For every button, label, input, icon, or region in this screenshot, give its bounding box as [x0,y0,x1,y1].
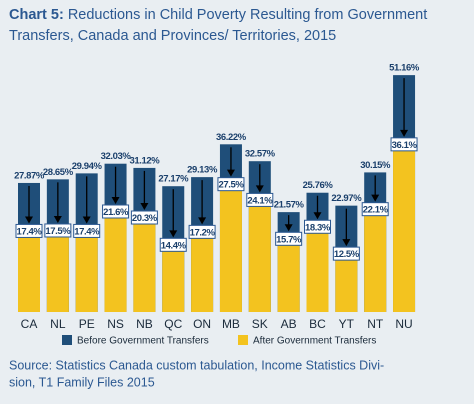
after-label: 17.4% [17,226,43,237]
before-label: 22.97% [331,193,362,204]
after-label: 15.7% [276,234,302,245]
arrow-head [371,194,380,202]
after-label: 36.1% [392,140,418,151]
arrow-head [284,224,293,232]
after-label: 17.4% [74,226,100,237]
x-tick-label: NU [395,317,412,331]
legend-swatch [62,335,72,345]
after-label-box [188,224,216,239]
legend-swatch [238,335,248,345]
x-tick-label: NL [50,317,66,331]
bar-after [364,209,387,312]
legend-label: After Government Transfers [253,336,376,347]
after-label: 22.1% [363,205,389,216]
before-label: 30.15% [360,160,391,171]
bar-after [133,218,156,312]
after-label: 14.4% [161,240,187,251]
arrow-head [226,169,235,177]
bar-after [191,232,214,312]
before-label: 21.57% [274,200,305,211]
arrow-head [25,216,33,224]
after-label: 12.5% [334,249,360,260]
after-label: 17.2% [190,227,216,238]
before-label: 27.17% [158,174,189,185]
arrow-head [255,185,264,193]
after-label-box [246,192,274,207]
after-label-box [217,177,245,192]
arrow-head [313,212,322,220]
bar-after [162,245,185,312]
x-tick-label: MB [222,317,240,331]
after-label: 17.5% [45,226,71,237]
after-label: 18.3% [305,222,331,233]
after-label-box [361,202,389,217]
before-label: 29.94% [72,161,103,172]
after-label-box [102,204,130,219]
bar-after [248,200,271,312]
bar-after [277,239,300,312]
arrow-head [53,215,62,223]
before-label: 27.87% [14,170,45,181]
x-tick-label: CA [21,317,38,331]
before-label: 36.22% [216,132,247,143]
arrow-head [342,239,351,247]
before-label: 29.13% [187,165,218,176]
bar-after [18,231,40,312]
x-tick-label: YT [339,317,355,331]
after-label-box [73,223,101,238]
after-label-box [275,231,303,246]
x-tick-label: NB [136,317,153,331]
bar-after [306,227,329,312]
after-label-box [130,210,158,225]
x-tick-label: ON [193,317,211,331]
plot: 27.87% 17.4% CA 28.65% 17.5% NL 29.94% 17.4% PE 3… [14,63,420,332]
source-line: sion, T1 Family Files 2015 [9,375,155,389]
title-line: Reductions in Child Poverty Resulting fr… [68,7,427,23]
x-tick-label: SK [252,317,268,331]
after-label-box [304,219,331,234]
before-label: 32.03% [101,151,132,162]
before-label: 32.57% [245,149,276,160]
arrow-head [111,196,120,204]
x-tick-label: BC [309,317,326,331]
after-label-box [44,223,72,238]
after-label-box [390,137,418,152]
x-tick-label: QC [164,317,182,331]
title-line: Transfers, Canada and Provinces/ Territo… [9,28,336,44]
x-tick-label: NS [107,317,124,331]
legend-label: Before Government Transfers [77,336,209,347]
title-prefix: Chart 5: [9,7,64,23]
x-tick-label: NT [367,317,384,331]
bar-after [104,211,127,312]
x-tick-label: PE [79,317,95,331]
bar-after [46,230,69,312]
after-label: 27.5% [218,180,244,191]
bar-after [219,184,242,312]
bar-after [75,231,98,312]
after-label: 20.3% [132,213,158,224]
bar-after [335,254,358,312]
before-label: 28.65% [43,167,74,178]
arrow-head [140,203,149,211]
after-label: 21.6% [103,207,129,218]
arrow-head [198,217,207,225]
arrow-head [82,216,91,224]
x-tick-label: AB [281,317,297,331]
after-label: 24.1% [247,195,273,206]
after-label-box [15,223,43,238]
before-label: 25.76% [303,180,334,191]
arrow-head [400,129,409,137]
before-label: 51.16% [389,63,420,74]
after-label-box [159,237,187,252]
bar-after [393,144,416,312]
after-label-box [332,246,360,261]
chart-title: Chart 5: Reductions in Child Poverty Res… [9,7,427,23]
source-line: Source: Statistics Canada custom tabulat… [9,358,384,372]
before-label: 31.12% [129,155,160,166]
arrow-head [169,230,178,238]
